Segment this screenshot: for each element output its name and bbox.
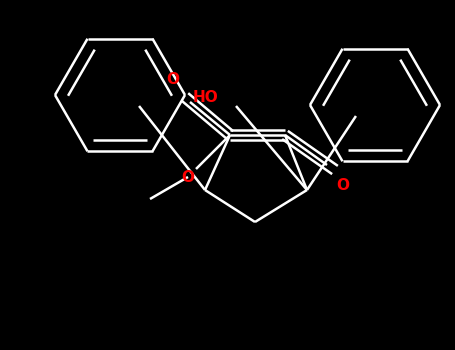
Text: HO: HO [192,91,218,105]
Text: O: O [167,72,180,87]
Text: O: O [182,169,194,184]
Text: O: O [337,178,349,193]
